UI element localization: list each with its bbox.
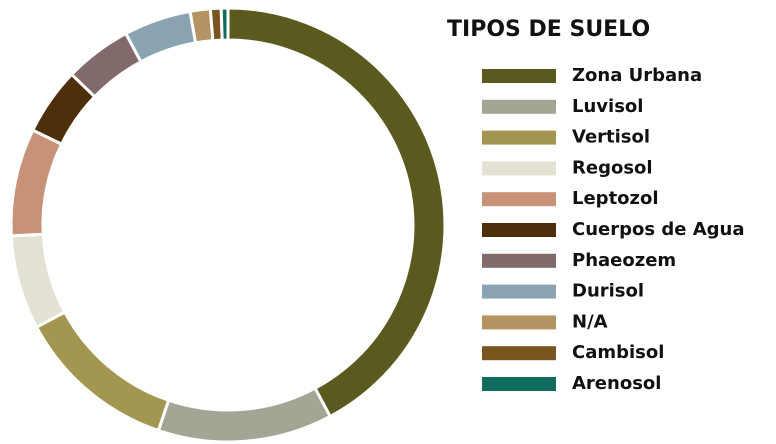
legend-label: Cambisol [572,342,664,363]
legend-swatch [482,161,556,176]
legend-swatch [482,69,556,83]
legend-swatch [482,223,556,237]
legend-label: Leptozol [572,188,659,209]
donut-slice [219,6,230,42]
chart-title: TIPOS DE SUELO [447,17,650,42]
donut-slice [34,310,171,433]
legend-label: Cuerpos de Agua [572,219,744,240]
legend-label: Vertisol [572,127,650,148]
legend-label: Arenosol [572,373,661,394]
legend-swatch [482,346,556,361]
legend-swatch [482,99,556,114]
donut-slice [156,386,333,444]
donut-slice [9,232,67,330]
legend-swatch [482,284,556,299]
donut-slice [123,9,198,64]
legend-label: Regosol [572,157,653,178]
donut-slice [9,128,64,238]
legend-swatch [482,315,556,330]
legend-label: N/A [572,311,608,332]
legend-label: Durisol [572,281,644,302]
legend-label: Zona Urbana [572,65,702,86]
legend-swatch [482,192,556,207]
legend-label: Phaeozem [572,250,676,271]
legend-label: Luvisol [572,96,643,117]
donut-slice [226,6,447,419]
legend-swatch [482,253,556,268]
legend-swatch [482,377,556,391]
legend-swatch [482,130,556,145]
